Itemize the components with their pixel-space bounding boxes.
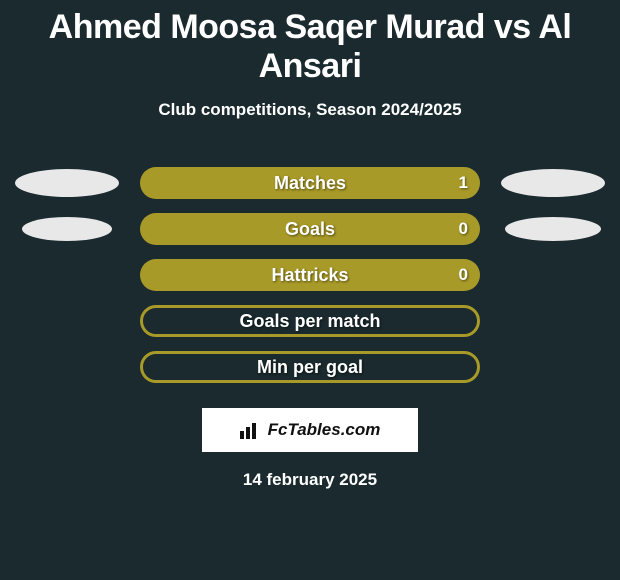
ellipse-icon [22, 217, 112, 241]
stat-bar: Goals 0 [140, 213, 480, 245]
stat-label: Goals per match [239, 311, 380, 332]
stat-label: Matches [274, 173, 346, 194]
ellipse-icon [501, 169, 605, 197]
stat-row: Goals 0 [0, 206, 620, 252]
stat-row: Min per goal [0, 344, 620, 390]
player-left-shape [12, 217, 122, 241]
date-label: 14 february 2025 [0, 470, 620, 490]
player-right-shape [498, 169, 608, 197]
stat-bar: Matches 1 [140, 167, 480, 199]
stat-label: Goals [285, 219, 335, 240]
page-title: Ahmed Moosa Saqer Murad vs Al Ansari [0, 0, 620, 86]
ellipse-icon [505, 217, 601, 241]
stat-bar: Min per goal [140, 351, 480, 383]
stat-value-right: 0 [459, 265, 468, 285]
stats-container: Matches 1 Goals 0 Hattricks 0 Goals per match M… [0, 160, 620, 390]
stat-bar: Goals per match [140, 305, 480, 337]
player-left-shape [12, 169, 122, 197]
stat-label: Min per goal [257, 357, 363, 378]
subtitle: Club competitions, Season 2024/2025 [0, 100, 620, 120]
brand-text: FcTables.com [268, 420, 381, 440]
stat-row: Matches 1 [0, 160, 620, 206]
brand-box: FcTables.com [202, 408, 418, 452]
stat-value-right: 0 [459, 219, 468, 239]
brand-chart-icon [240, 421, 262, 439]
stat-row: Goals per match [0, 298, 620, 344]
stat-label: Hattricks [271, 265, 348, 286]
stat-row: Hattricks 0 [0, 252, 620, 298]
stat-value-right: 1 [459, 173, 468, 193]
ellipse-icon [15, 169, 119, 197]
stat-bar: Hattricks 0 [140, 259, 480, 291]
player-right-shape [498, 217, 608, 241]
